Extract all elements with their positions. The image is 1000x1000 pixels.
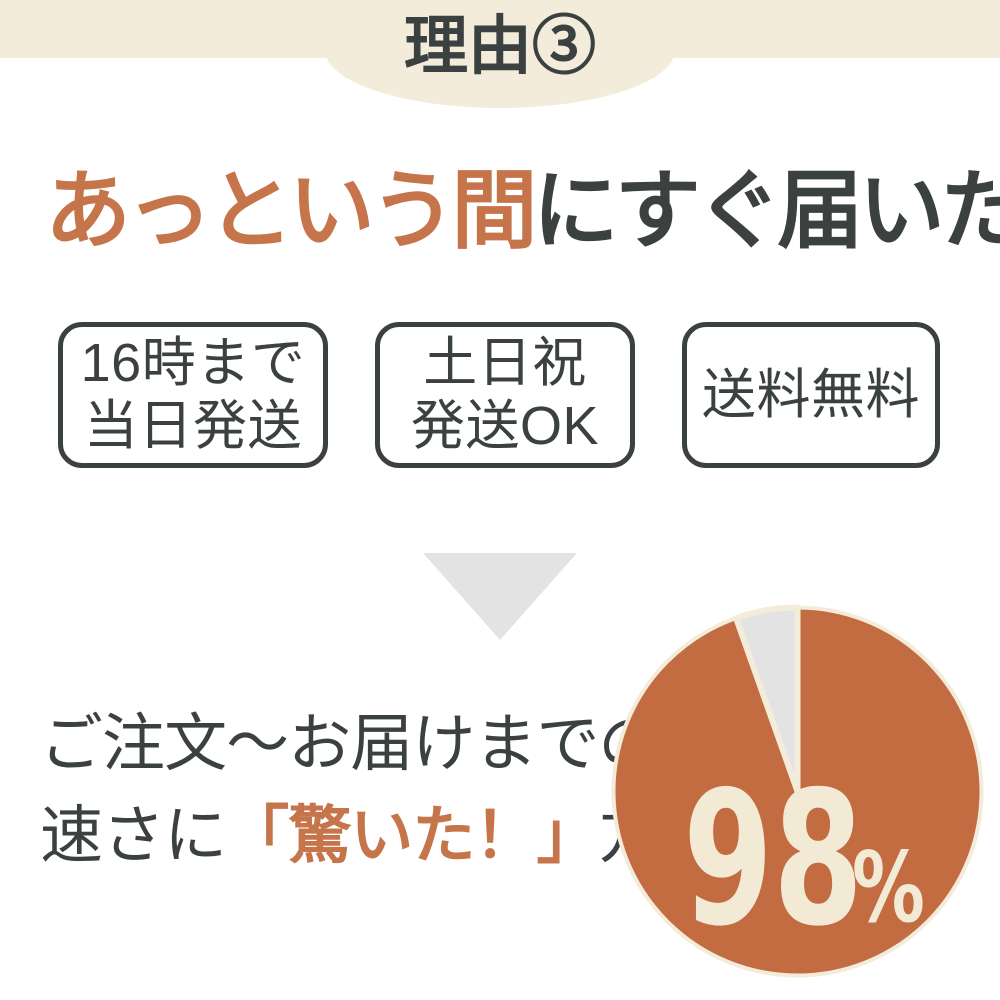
headline-rest: にすぐ届いた！ xyxy=(532,163,1000,259)
down-triangle-icon xyxy=(423,553,577,640)
badge-same-day-shipping: 16時まで 当日発送 xyxy=(58,322,328,468)
caption: ご注文〜お届けまでの 速さに「驚いた！」方 xyxy=(40,698,662,882)
pie-chart: 98 % xyxy=(609,603,986,980)
pie-percent-sign: % xyxy=(852,832,925,945)
caption-line1: ご注文〜お届けまでの xyxy=(40,709,662,779)
header-bulge xyxy=(325,0,675,108)
badge-line: 送料無料 xyxy=(701,364,921,425)
caption-line2-highlight: 「驚いた！」 xyxy=(226,801,599,871)
badge-line: 16時まで xyxy=(80,333,306,393)
header-label: 理由③ xyxy=(404,10,596,82)
badge-line: 発送OK xyxy=(410,396,600,456)
caption-line2-prefix: 速さに xyxy=(40,801,227,871)
pie-value-label: 98 xyxy=(683,752,863,967)
headline-highlight: あっという間 xyxy=(45,163,537,259)
badge-free-shipping: 送料無料 xyxy=(682,322,940,468)
caption-line2: 速さに「驚いた！」方 xyxy=(40,790,662,882)
badge-row: 16時まで 当日発送 土日祝 発送OK 送料無料 xyxy=(58,322,940,468)
pie-chart-svg: 98 % xyxy=(611,604,984,978)
badge-line: 土日祝 xyxy=(423,333,587,393)
badge-weekend-shipping: 土日祝 発送OK xyxy=(375,322,635,468)
badge-line: 当日発送 xyxy=(83,396,303,456)
pie-slice-minority xyxy=(733,604,801,795)
headline: あっという間にすぐ届いた！ xyxy=(45,156,1000,266)
